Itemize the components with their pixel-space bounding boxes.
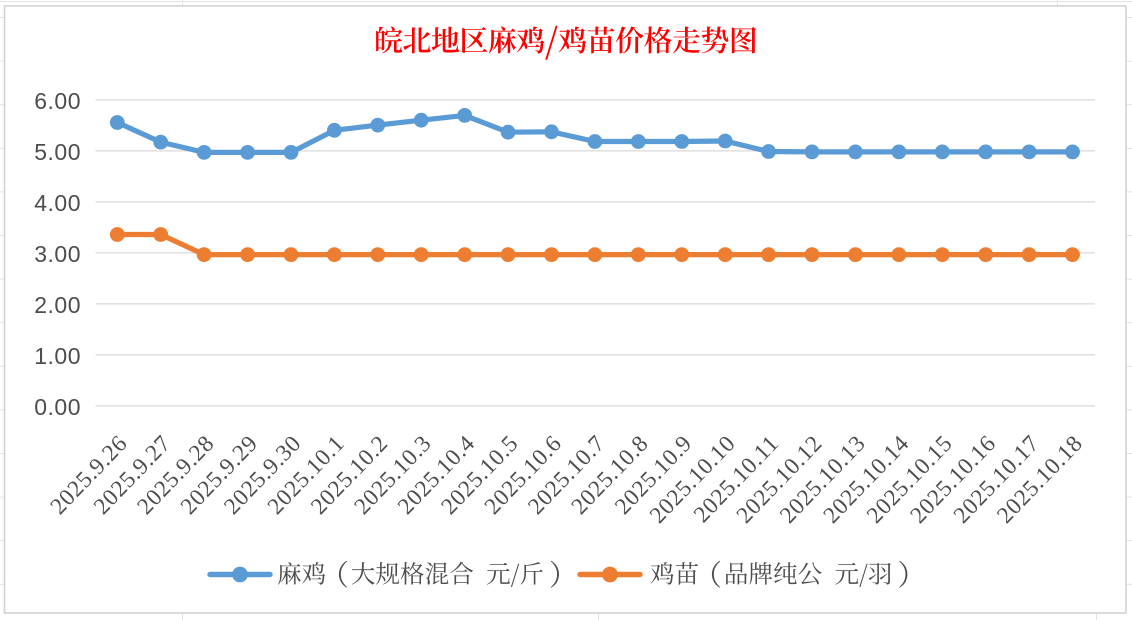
svg-text:2.00: 2.00 [34,292,81,318]
svg-text:4.00: 4.00 [34,190,81,216]
svg-text:1.00: 1.00 [34,343,81,369]
svg-text:5.00: 5.00 [34,139,81,165]
svg-text:3.00: 3.00 [34,241,81,267]
svg-text:6.00: 6.00 [34,88,81,114]
svg-text:0.00: 0.00 [34,394,81,420]
